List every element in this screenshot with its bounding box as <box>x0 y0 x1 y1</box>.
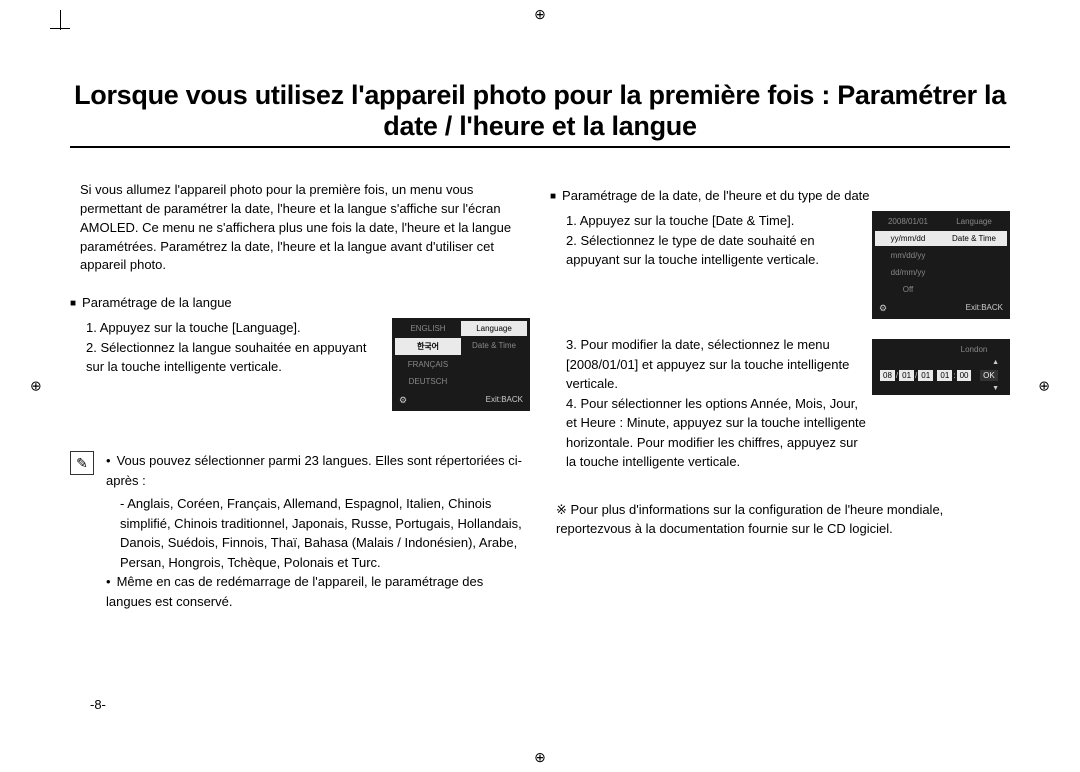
step-text: 1. Appuyez sur la touche [Date & Time]. <box>566 211 866 231</box>
lcd-option: dd/mm/yy <box>875 265 941 280</box>
lcd-option: FRANÇAIS <box>395 357 461 372</box>
language-steps: 1. Appuyez sur la touche [Language]. 2. … <box>86 318 386 377</box>
footnote: ※ Pour plus d'informations sur la config… <box>556 500 1010 539</box>
datetime-steps-34: 3. Pour modifier la date, sélectionnez l… <box>566 335 866 472</box>
step-text: 2. Sélectionnez la langue souhaitée en a… <box>86 338 386 377</box>
date-field: 01 <box>918 370 933 381</box>
lcd-option-selected: yy/mm/dd <box>875 231 941 246</box>
up-arrow-icon: ▲ <box>875 359 1007 366</box>
section-heading-datetime: Paramétrage de la date, de l'heure et du… <box>550 188 1010 203</box>
registration-mark-top: ⊕ <box>534 6 546 23</box>
lcd-menu-item: Date & Time <box>461 338 527 355</box>
intro-paragraph: Si vous allumez l'appareil photo pour la… <box>80 181 520 275</box>
title-underline <box>70 146 1010 148</box>
time-field: 01 <box>937 370 952 381</box>
lcd-option: DEUTSCH <box>395 374 461 389</box>
left-column: Si vous allumez l'appareil photo pour la… <box>70 168 530 615</box>
date-field: 08 <box>880 370 895 381</box>
lcd-city: London <box>941 342 1007 357</box>
section-heading-language: Paramétrage de la langue <box>70 295 530 310</box>
lcd-menu-item: Language <box>461 321 527 336</box>
crop-mark <box>60 10 61 30</box>
step-text: 4. Pour sélectionner les options Année, … <box>566 394 866 472</box>
lcd-menu-item-selected: Date & Time <box>941 231 1007 246</box>
step-text: 2. Sélectionnez le type de date souhaité… <box>566 231 866 270</box>
gear-icon: ⚙ <box>879 303 887 314</box>
note-item: Même en cas de redémarrage de l'appareil… <box>106 572 530 611</box>
time-field: 00 <box>957 370 972 381</box>
lcd-screenshot-datetype: 2008/01/01 Language yy/mm/dd Date & Time… <box>872 211 1010 319</box>
ok-label: OK <box>980 370 998 381</box>
lcd-screenshot-language: ENGLISH Language 한국어 Date & Time FRANÇAI… <box>392 318 530 411</box>
datetime-steps-12: 1. Appuyez sur la touche [Date & Time]. … <box>566 211 866 270</box>
date-field: 01 <box>899 370 914 381</box>
page-content: Lorsque vous utilisez l'appareil photo p… <box>60 0 1020 615</box>
lcd-screenshot-dateset: London ▲ 08/01/01 01:00 OK ▼ <box>872 339 1010 395</box>
lcd-exit-label: Exit:BACK <box>486 395 523 406</box>
lcd-option: mm/dd/yy <box>875 248 941 263</box>
step-text: 3. Pour modifier la date, sélectionnez l… <box>566 335 866 394</box>
note-icon: ✎ <box>70 451 94 475</box>
note-item: Vous pouvez sélectionner parmi 23 langue… <box>106 451 530 490</box>
lcd-date-fields: 08/01/01 01:00 OK <box>875 366 1007 385</box>
registration-mark-right: ⊕ <box>1038 378 1050 395</box>
down-arrow-icon: ▼ <box>875 385 1007 392</box>
page-title: Lorsque vous utilisez l'appareil photo p… <box>60 80 1020 142</box>
note-box: ✎ Vous pouvez sélectionner parmi 23 lang… <box>70 451 530 615</box>
registration-mark-left: ⊕ <box>30 378 42 395</box>
lcd-option: ENGLISH <box>395 321 461 336</box>
registration-mark-bottom: ⊕ <box>534 749 546 766</box>
lcd-option: 2008/01/01 <box>875 214 941 229</box>
right-column: Paramétrage de la date, de l'heure et du… <box>550 168 1010 615</box>
note-sub: - Anglais, Coréen, Français, Allemand, E… <box>120 494 530 572</box>
gear-icon: ⚙ <box>399 395 407 406</box>
lcd-exit-label: Exit:BACK <box>966 303 1003 314</box>
crop-mark <box>50 28 70 29</box>
lcd-menu-item: Language <box>941 214 1007 229</box>
step-text: 1. Appuyez sur la touche [Language]. <box>86 318 386 338</box>
page-number: -8- <box>90 697 106 712</box>
lcd-option-selected: 한국어 <box>395 338 461 355</box>
lcd-option: Off <box>875 282 941 297</box>
